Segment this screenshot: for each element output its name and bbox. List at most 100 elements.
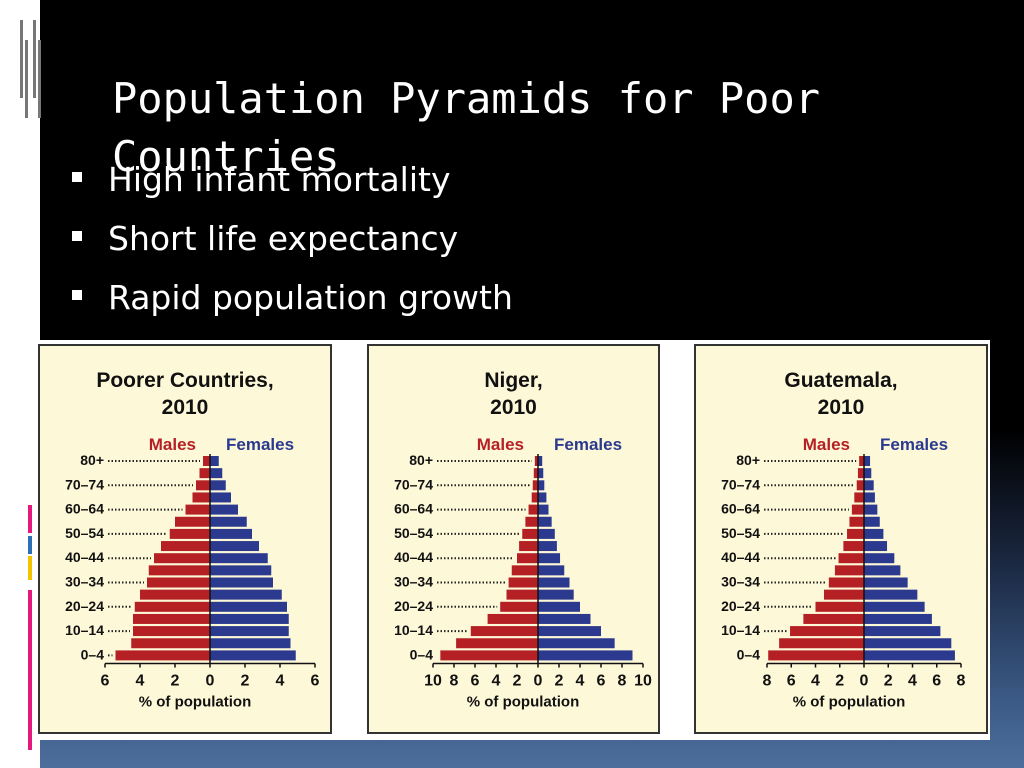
bar-females	[538, 456, 543, 466]
bar-males	[815, 601, 864, 612]
bar-females	[864, 626, 941, 637]
bar-males	[847, 528, 864, 539]
bar-males	[851, 504, 864, 515]
accent-bar-yellow	[28, 556, 32, 580]
bar-females	[864, 541, 888, 552]
x-tick-label: 6	[101, 673, 110, 690]
x-tick-label: 8	[618, 673, 627, 690]
category-label: 0–4	[410, 646, 434, 662]
bar-males	[506, 589, 538, 600]
bar-females	[864, 516, 880, 527]
x-tick-label: 2	[555, 673, 564, 690]
bar-males	[531, 492, 538, 503]
category-label: 30–34	[65, 574, 104, 590]
legend-males: Males	[149, 435, 196, 454]
bar-males	[169, 528, 210, 539]
category-label: 70–74	[394, 476, 433, 492]
bar-females	[864, 650, 955, 661]
x-tick-label: 4	[576, 673, 585, 690]
bar-males	[133, 626, 210, 637]
bar-males	[147, 577, 210, 588]
decor-line-2	[25, 40, 41, 118]
bar-males	[854, 492, 864, 503]
bullet-list: High infant mortality Short life expecta…	[70, 150, 513, 327]
x-tick-label: 6	[311, 673, 320, 690]
chart-title: 2010	[818, 396, 865, 419]
bar-males	[522, 528, 538, 539]
bar-males	[508, 577, 538, 588]
x-axis-label: % of population	[467, 694, 579, 711]
bar-males	[828, 577, 864, 588]
x-tick-label: 8	[763, 673, 772, 690]
bar-females	[210, 541, 259, 552]
x-tick-label: 0	[860, 673, 869, 690]
chart-title: Niger,	[484, 369, 542, 392]
bar-females	[538, 528, 555, 539]
bar-females	[210, 565, 272, 576]
bullet-item-1: High infant mortality	[70, 150, 513, 209]
bar-females	[210, 504, 238, 515]
bar-males	[517, 553, 538, 564]
category-label: 40–44	[394, 549, 433, 565]
bullet-item-3: Rapid population growth	[70, 268, 513, 327]
pyramid-chart-guatemala: Guatemala, 2010 Males Females 80+ 70–74 60–64 5…	[721, 369, 966, 711]
bar-females	[538, 541, 557, 552]
chart-title: 2010	[490, 396, 537, 419]
pyramid-panel-poorer: Poorer Countries, 2010 Males Females 80+ 70–7…	[38, 344, 332, 734]
bar-males	[161, 541, 210, 552]
x-tick-label: 4	[136, 673, 145, 690]
x-tick-label: 4	[492, 673, 501, 690]
x-tick-label: 6	[471, 673, 480, 690]
x-tick-label: 6	[787, 673, 796, 690]
bar-males	[199, 468, 210, 479]
category-label: 50–54	[394, 525, 433, 541]
bar-males	[856, 480, 864, 491]
category-label: 20–24	[65, 598, 104, 614]
x-tick-label: 4	[908, 673, 917, 690]
bar-females	[538, 468, 544, 479]
category-label: 80+	[409, 452, 433, 468]
bullet-text: Short life expectancy	[108, 219, 459, 258]
bar-females	[538, 613, 591, 624]
category-label: 40–44	[65, 549, 104, 565]
bar-males	[528, 504, 538, 515]
bar-females	[538, 492, 547, 503]
bullet-text: High infant mortality	[108, 160, 451, 199]
category-label: 80+	[80, 452, 104, 468]
bar-females	[538, 553, 561, 564]
legend-females: Females	[554, 435, 622, 454]
bullet-marker	[72, 290, 82, 300]
x-tick-label: 6	[597, 673, 606, 690]
bar-females	[864, 589, 918, 600]
bar-females	[864, 492, 875, 503]
x-axis-label: % of population	[793, 694, 905, 711]
x-tick-label: 0	[206, 673, 215, 690]
bar-females	[210, 650, 296, 661]
legend-males: Males	[477, 435, 524, 454]
category-label: 20–24	[721, 598, 760, 614]
category-label: 50–54	[721, 525, 760, 541]
bar-males	[534, 456, 538, 466]
pyramid-panel-guatemala: Guatemala, 2010 Males Females 80+ 70–74 60–64 5…	[694, 344, 988, 734]
category-label: 60–64	[721, 501, 760, 517]
bar-males	[148, 565, 210, 576]
bar-females	[210, 480, 226, 491]
bullet-marker	[72, 172, 82, 182]
bar-females	[864, 577, 908, 588]
chart-title: Poorer Countries,	[96, 369, 273, 392]
x-tick-label: 8	[957, 673, 966, 690]
bar-females	[210, 553, 268, 564]
chart-title: Guatemala,	[784, 369, 897, 392]
bar-females	[538, 577, 570, 588]
bar-males	[175, 516, 210, 527]
bar-females	[864, 468, 872, 479]
bar-males	[849, 516, 864, 527]
bar-males	[185, 504, 210, 515]
category-label: 0–4	[737, 646, 761, 662]
legend-males: Males	[803, 435, 850, 454]
bar-males	[511, 565, 538, 576]
bar-females	[864, 528, 884, 539]
bar-females	[210, 589, 282, 600]
bullet-text: Rapid population growth	[108, 278, 513, 317]
